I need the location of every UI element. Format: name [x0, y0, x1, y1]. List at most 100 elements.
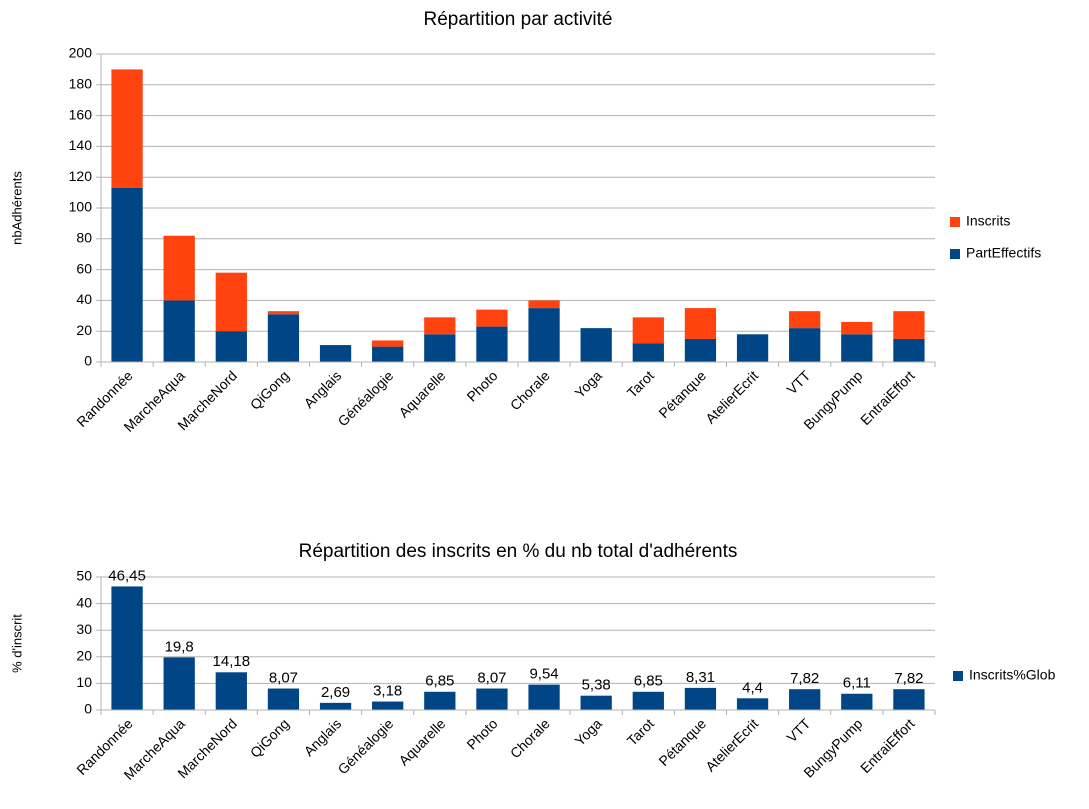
y-tick-label: 200 [69, 45, 93, 61]
data-label: 8,31 [686, 669, 715, 686]
data-label: 7,82 [894, 670, 923, 687]
y-axis-label: % d'inscrit [9, 614, 24, 673]
legend-swatch [950, 249, 960, 259]
bar [841, 321, 873, 335]
x-tick-label: QiGong [247, 715, 292, 760]
bar [267, 311, 300, 315]
x-tick-label: Aquarelle [395, 367, 448, 420]
bar [789, 328, 821, 362]
y-tick-label: 120 [69, 168, 93, 184]
bar [893, 311, 925, 339]
bar [736, 334, 769, 362]
data-label: 6,85 [634, 673, 663, 690]
x-tick-label: VTT [783, 715, 813, 745]
data-label: 14,18 [213, 653, 251, 670]
x-tick-label: Pétanque [655, 367, 709, 421]
y-tick-label: 30 [76, 621, 92, 637]
bar [632, 343, 664, 362]
bar [215, 272, 247, 332]
bar [111, 69, 143, 188]
bar [632, 317, 664, 344]
chart-title: Répartition des inscrits en % du nb tota… [299, 541, 738, 562]
bar [163, 235, 195, 301]
x-tick-label: Chorale [507, 715, 553, 761]
legend-label: Inscrits%Glob [969, 667, 1056, 683]
bar [684, 338, 717, 362]
y-tick-label: 50 [76, 568, 92, 584]
bar [893, 689, 925, 710]
y-tick-label: 0 [84, 353, 92, 369]
x-tick-label: VTT [783, 367, 813, 397]
bar [684, 687, 717, 710]
y-tick-label: 160 [69, 106, 93, 122]
legend-label: PartEffectifs [966, 245, 1041, 261]
chart-title: Répartition par activité [423, 9, 612, 30]
data-label: 46,45 [108, 567, 146, 584]
legend-swatch [950, 217, 960, 227]
bar [684, 308, 717, 339]
y-tick-label: 60 [76, 260, 92, 276]
x-tick-label: Pétanque [655, 715, 709, 769]
bar [580, 695, 612, 710]
x-tick-label: Généalogie [334, 367, 396, 429]
bar [528, 684, 560, 710]
y-tick-label: 40 [76, 291, 92, 307]
x-tick-label: Tarot [624, 715, 657, 748]
y-tick-label: 80 [76, 230, 92, 246]
data-label: 8,07 [477, 670, 506, 687]
y-tick-label: 180 [69, 76, 93, 92]
bar [789, 689, 821, 710]
x-tick-label: EntraiEffort [857, 715, 918, 776]
y-tick-label: 0 [84, 701, 92, 717]
bar [319, 345, 352, 362]
bar [163, 657, 195, 710]
y-tick-label: 10 [76, 674, 92, 690]
x-tick-label: Anglais [301, 367, 345, 411]
bar [893, 338, 925, 362]
bar [841, 693, 873, 710]
bar [424, 317, 456, 335]
y-tick-label: 20 [76, 648, 92, 664]
bar [163, 300, 195, 362]
x-tick-label: QiGong [247, 367, 292, 412]
y-tick-label: 20 [76, 322, 92, 338]
bar [267, 314, 300, 362]
x-tick-label: Aquarelle [395, 715, 448, 768]
bar [789, 311, 821, 329]
bar [372, 701, 404, 710]
x-tick-label: AtelierEcrit [702, 367, 761, 426]
bar [111, 586, 143, 710]
x-tick-label: EntraiEffort [857, 367, 918, 428]
y-tick-label: 40 [76, 594, 92, 610]
x-tick-label: Photo [463, 367, 500, 404]
data-label: 5,38 [582, 677, 611, 694]
bar [424, 691, 456, 710]
legend-label: Inscrits [966, 213, 1010, 229]
x-tick-label: Yoga [571, 715, 605, 749]
x-tick-label: AtelierEcrit [702, 715, 761, 774]
y-axis-label: nbAdhérents [9, 171, 24, 245]
bar [267, 688, 300, 710]
x-tick-label: Chorale [507, 367, 553, 413]
x-tick-label: Photo [463, 715, 500, 752]
x-tick-label: Tarot [624, 367, 657, 400]
data-label: 19,8 [165, 638, 194, 655]
bar [736, 698, 769, 710]
bar [580, 328, 612, 362]
bar [372, 346, 404, 362]
bar [215, 672, 247, 710]
data-label: 6,11 [843, 675, 871, 692]
x-tick-label: Généalogie [334, 715, 396, 777]
bar [632, 691, 664, 710]
bar [372, 340, 404, 347]
bar [319, 702, 352, 710]
bar [476, 688, 508, 710]
bar [476, 326, 508, 362]
data-label: 8,07 [269, 670, 298, 687]
data-label: 3,18 [373, 683, 402, 700]
y-tick-label: 100 [69, 199, 93, 215]
data-label: 2,69 [321, 684, 350, 701]
x-tick-label: Anglais [301, 715, 345, 759]
data-label: 9,54 [529, 666, 558, 683]
